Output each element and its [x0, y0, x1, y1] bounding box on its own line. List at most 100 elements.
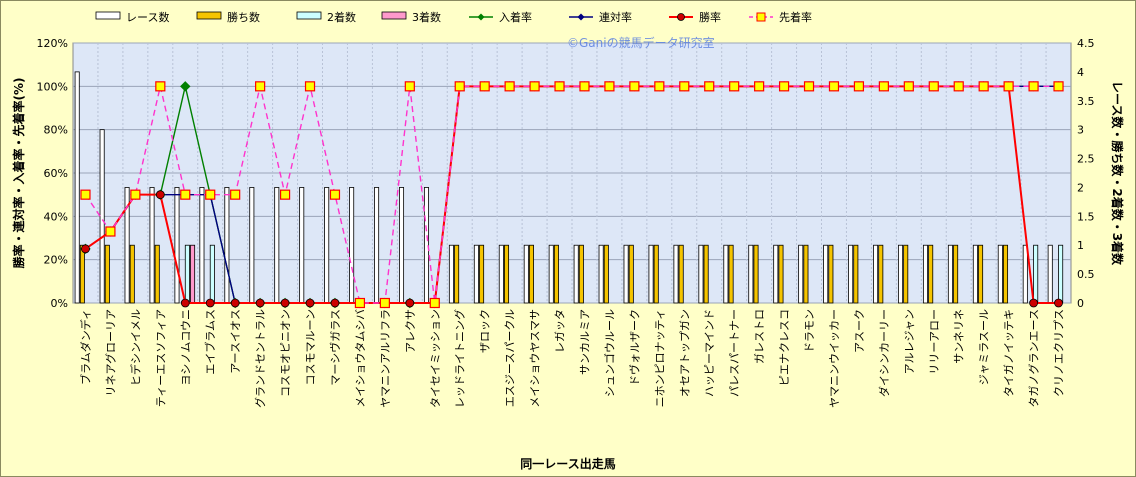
bar: [578, 244, 584, 304]
bar-series: [74, 71, 1064, 304]
bar: [978, 244, 984, 304]
y-tick-label-right: 1.5: [1077, 210, 1095, 223]
x-tick-label: ハッピーマインド: [703, 309, 716, 397]
x-tick-label: グランドセントラル: [253, 309, 267, 408]
point: [404, 81, 415, 92]
legend-marker: [677, 13, 685, 21]
y-tick-label-right: 3: [1077, 124, 1084, 137]
point: [654, 81, 665, 92]
y-tick-label-left: 60%: [44, 167, 68, 180]
legend-item: 勝ち数: [196, 10, 260, 24]
bar: [903, 244, 909, 304]
bar: [274, 187, 280, 304]
bar: [1058, 244, 1064, 304]
y-tick-label-right: 3.5: [1077, 95, 1095, 108]
bar: [728, 244, 734, 304]
bar: [79, 244, 85, 304]
point: [255, 81, 266, 92]
point: [330, 298, 340, 308]
point: [853, 81, 865, 92]
x-tick-label: マーシヴガラス: [328, 309, 342, 386]
bar: [823, 244, 829, 304]
bar: [778, 244, 784, 304]
bar: [479, 244, 485, 304]
x-tick-label: タイガノイッテキ: [1003, 309, 1016, 397]
bar: [504, 244, 510, 304]
x-tick-label: ヒデシンイメル: [128, 309, 142, 386]
point: [978, 81, 989, 92]
point: [255, 298, 265, 308]
bar: [623, 244, 629, 304]
legend-label: 先着率: [779, 10, 812, 24]
legend-item: 入着率: [469, 10, 532, 24]
y-tick-label-left: 40%: [44, 210, 68, 223]
bar: [773, 244, 779, 304]
x-tick-label: ドヴォルザーク: [627, 309, 641, 386]
point: [305, 298, 315, 308]
point: [81, 244, 90, 254]
y-axis-title-right: レース数・勝ち数・2着数・3着数: [1110, 81, 1125, 266]
point: [1028, 81, 1039, 92]
legend-swatch: [296, 11, 322, 20]
x-tick-label: サンカルミア: [578, 309, 591, 375]
y-tick-label-left: 80%: [44, 124, 68, 137]
bar: [678, 244, 684, 304]
point: [205, 189, 216, 200]
point: [429, 297, 440, 309]
x-tick-label: ヤマニンアルリフラ: [379, 309, 392, 408]
x-tick-label: アースイオス: [229, 309, 242, 374]
point: [1029, 298, 1038, 308]
point: [554, 81, 565, 92]
series-line: [84, 85, 1059, 304]
x-tick-label: タガノグランエース: [1027, 309, 1041, 407]
x-tick-label: メイショウタムシバ: [354, 309, 367, 408]
point: [130, 189, 141, 200]
x-tick-label: ヤマニンウイッカー: [828, 309, 841, 408]
bar: [703, 244, 709, 304]
legend-item: 2着数: [296, 10, 356, 24]
point: [529, 81, 540, 92]
bar: [473, 244, 479, 304]
watermark: ©Ganiの競馬データ研究室: [567, 35, 715, 50]
legend-marker: [577, 13, 585, 21]
legend-label: 2着数: [327, 10, 356, 24]
x-tick-label: リネアグローリア: [103, 309, 117, 396]
point: [754, 81, 765, 92]
bar: [748, 244, 754, 304]
bar: [299, 187, 305, 304]
line-series: [80, 81, 1064, 309]
legend-label: 3着数: [412, 10, 441, 24]
bar: [324, 187, 330, 304]
left-y-axis-ticks: 0% 20% 40% 60% 80% 100% 120%: [37, 37, 68, 310]
x-tick-label: ニホンピロナッティ: [653, 309, 666, 407]
point: [579, 81, 590, 92]
x-axis-labels: ブラムダンディ リネアグローリア ヒデシンイメル ティーエスソフィア ヨシノムコウニ エイ…: [78, 309, 1065, 408]
legend-item: 3着数: [381, 10, 441, 24]
point: [803, 81, 815, 92]
point: [604, 81, 615, 92]
x-tick-label: ピエナクレスコ: [778, 309, 791, 386]
point: [1053, 81, 1064, 92]
legend-swatch: [95, 11, 121, 20]
point: [230, 189, 241, 200]
y-tick-label-left: 20%: [44, 254, 68, 267]
legend-label: 入着率: [499, 10, 532, 24]
x-tick-label: タイセイミッション: [429, 309, 442, 408]
point: [704, 81, 715, 92]
point: [205, 298, 215, 308]
x-tick-label: レッドライトニング: [453, 309, 467, 408]
bar: [598, 244, 604, 304]
bar: [898, 244, 904, 304]
bar: [922, 244, 928, 304]
bar: [878, 244, 884, 304]
bar: [928, 244, 934, 304]
legend-marker: [477, 13, 485, 21]
point: [778, 81, 790, 92]
bar: [698, 244, 704, 304]
bar: [528, 244, 534, 304]
x-tick-label: ヨシノムコウニ: [179, 309, 192, 386]
bar: [648, 244, 654, 304]
legend-label: レース数: [126, 11, 169, 24]
y-tick-label-left: 120%: [37, 37, 68, 50]
legend-item: 先着率: [749, 10, 812, 24]
